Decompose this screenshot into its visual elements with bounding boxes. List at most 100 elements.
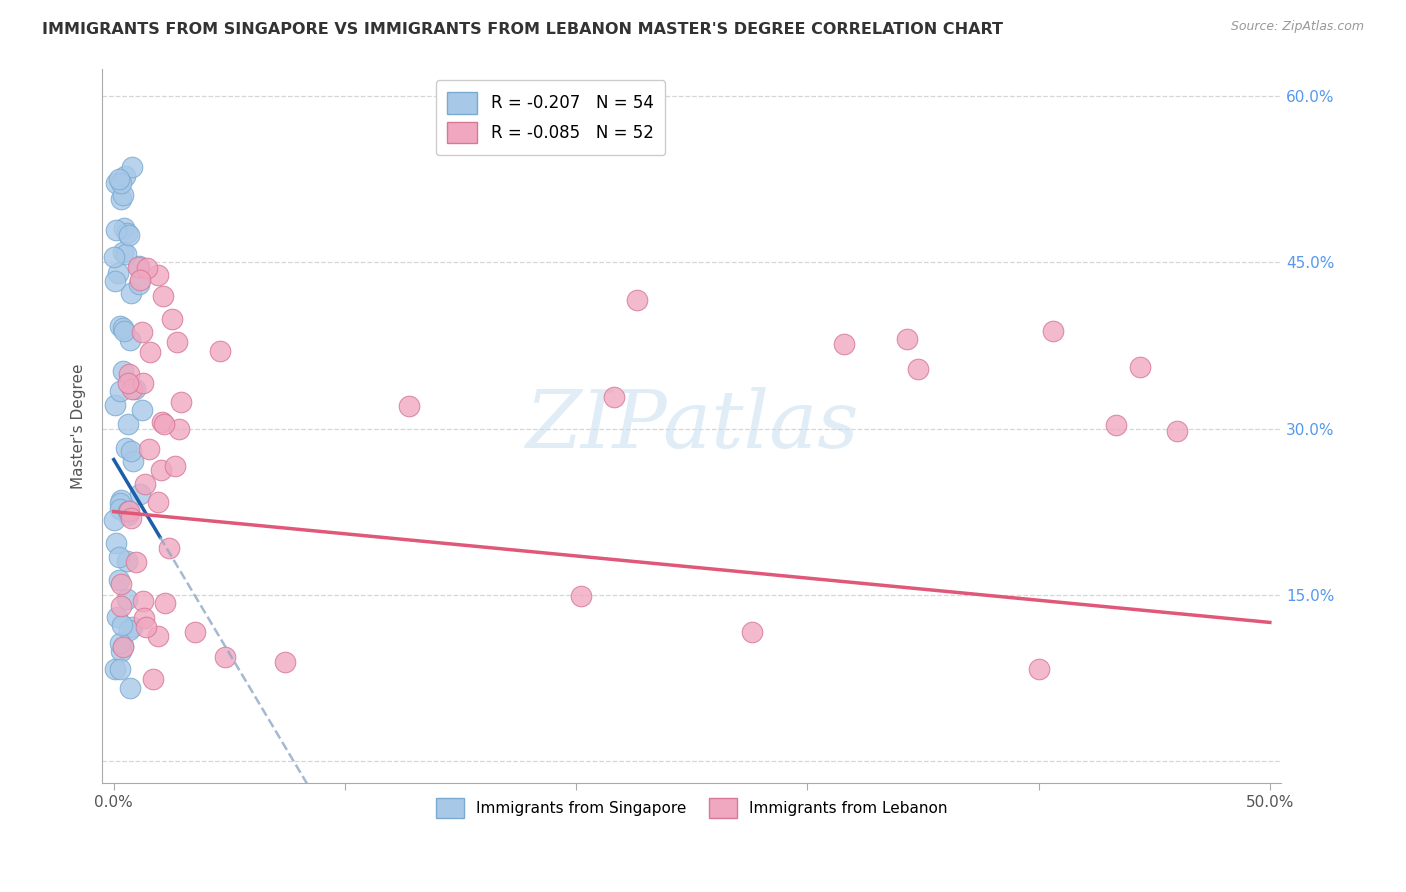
Point (110, 192, 132, 206)
Point (124, 555, 146, 569)
Point (112, 245, 135, 260)
Point (741, 625, 763, 640)
Point (152, 289, 174, 303)
Point (142, 672, 165, 686)
Point (148, 629, 170, 643)
Point (118, 367, 141, 381)
Point (110, 493, 132, 508)
Point (129, 487, 152, 501)
Point (132, 594, 155, 608)
Point (110, 384, 132, 399)
Point (160, 312, 183, 326)
Point (153, 417, 176, 432)
Legend: Immigrants from Singapore, Immigrants from Lebanon: Immigrants from Singapore, Immigrants fr… (429, 790, 955, 825)
Point (110, 644, 132, 658)
Point (1028, 662, 1050, 676)
Point (832, 337, 855, 351)
Point (135, 619, 157, 633)
Point (117, 504, 139, 518)
Point (104, 662, 127, 676)
Point (214, 650, 236, 665)
Point (108, 550, 131, 565)
Point (108, 501, 131, 516)
Text: IMMIGRANTS FROM SINGAPORE VS IMMIGRANTS FROM LEBANON MASTER'S DEGREE CORRELATION: IMMIGRANTS FROM SINGAPORE VS IMMIGRANTS … (42, 22, 1002, 37)
Point (1042, 324, 1064, 338)
Point (626, 293, 648, 307)
Point (131, 376, 153, 390)
Point (112, 364, 135, 378)
Point (120, 333, 142, 347)
Point (131, 325, 153, 339)
Point (112, 640, 135, 655)
Point (115, 592, 138, 607)
Point (138, 442, 160, 456)
Point (112, 220, 135, 235)
Point (571, 589, 593, 603)
Point (157, 541, 180, 555)
Point (169, 395, 191, 409)
Point (110, 599, 132, 613)
Point (104, 398, 127, 412)
Point (120, 510, 142, 524)
Point (104, 536, 127, 550)
Text: Source: ZipAtlas.com: Source: ZipAtlas.com (1230, 20, 1364, 33)
Point (153, 596, 176, 610)
Point (128, 277, 150, 292)
Y-axis label: Master's Degree: Master's Degree (72, 363, 86, 489)
Point (104, 223, 127, 237)
Point (166, 335, 188, 350)
Point (146, 495, 169, 509)
Text: ZIPatlas: ZIPatlas (524, 387, 859, 465)
Point (128, 259, 150, 273)
Point (107, 172, 129, 186)
Point (112, 639, 135, 653)
Point (129, 272, 152, 286)
Point (127, 260, 149, 274)
Point (111, 188, 134, 202)
Point (108, 662, 131, 676)
Point (139, 345, 162, 359)
Point (121, 382, 143, 396)
Point (115, 227, 138, 241)
Point (104, 274, 127, 288)
Point (120, 285, 142, 300)
Point (112, 324, 135, 338)
Point (603, 390, 626, 404)
Point (398, 399, 420, 413)
Point (107, 266, 129, 280)
Point (1129, 359, 1152, 374)
Point (131, 403, 153, 417)
Point (105, 610, 128, 624)
Point (183, 624, 205, 639)
Point (111, 321, 134, 335)
Point (110, 636, 132, 650)
Point (208, 344, 231, 359)
Point (118, 623, 141, 637)
Point (132, 610, 155, 624)
Point (117, 554, 139, 568)
Point (118, 681, 141, 696)
Point (121, 161, 143, 175)
Point (117, 227, 139, 242)
Point (108, 319, 131, 334)
Point (122, 454, 145, 468)
Point (110, 577, 132, 591)
Point (103, 513, 125, 527)
Point (135, 260, 157, 275)
Point (150, 415, 173, 429)
Point (163, 459, 186, 474)
Point (121, 620, 143, 634)
Point (167, 422, 190, 436)
Point (120, 443, 142, 458)
Point (107, 574, 129, 588)
Point (1105, 417, 1128, 432)
Point (1166, 424, 1188, 438)
Point (117, 376, 139, 390)
Point (117, 417, 139, 431)
Point (150, 463, 173, 477)
Point (103, 250, 125, 264)
Point (108, 496, 131, 510)
Point (896, 332, 918, 346)
Point (111, 618, 134, 632)
Point (110, 176, 132, 190)
